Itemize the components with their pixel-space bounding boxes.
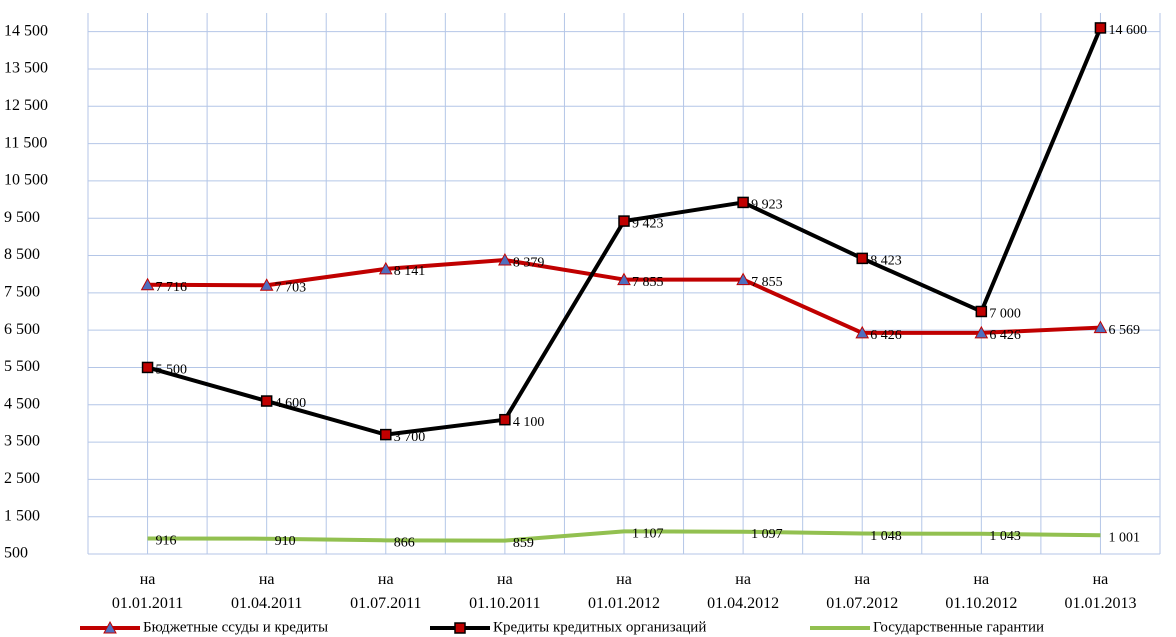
- legend-label: Бюджетные ссуды и кредиты: [143, 619, 328, 635]
- y-tick-label: 8 500: [4, 246, 40, 263]
- y-tick-label: 5 500: [4, 358, 40, 375]
- data-label: 6 569: [1108, 323, 1140, 338]
- legend-label: Кредиты кредитных организаций: [493, 619, 706, 635]
- data-label: 1 048: [870, 529, 902, 544]
- y-tick-label: 13 500: [4, 60, 48, 77]
- marker: [1094, 22, 1107, 34]
- data-label: 9 423: [632, 216, 664, 231]
- data-label: 14 600: [1108, 23, 1147, 38]
- x-tick-label: на 01.04.2012: [707, 571, 780, 612]
- y-tick-label: 1 500: [4, 507, 40, 524]
- x-tick-label: на 01.10.2012: [945, 571, 1018, 612]
- data-label: 7 855: [632, 275, 664, 290]
- y-tick-label: 10 500: [4, 172, 48, 189]
- x-tick-label: на 01.04.2011: [230, 571, 303, 612]
- data-label: 4 100: [513, 415, 545, 430]
- x-tick-label: на 01.01.2013: [1064, 571, 1137, 612]
- marker: [380, 428, 392, 441]
- data-label: 5 500: [156, 363, 188, 378]
- y-tick-label: 6 500: [4, 321, 40, 338]
- series-line: [147, 529, 1101, 543]
- data-label: 9 923: [751, 198, 783, 213]
- data-label: 8 379: [513, 255, 545, 270]
- marker: [975, 305, 988, 318]
- data-label: 4 600: [275, 396, 307, 411]
- data-label: 8 141: [394, 264, 426, 279]
- x-tick-label: на 01.07.2012: [826, 571, 899, 612]
- data-label: 8 423: [870, 254, 902, 269]
- y-tick-label: 500: [4, 545, 28, 562]
- x-tick-label: на 01.01.2011: [111, 571, 184, 612]
- data-label: 859: [513, 536, 534, 551]
- marker: [103, 620, 117, 634]
- y-tick-label: 4 500: [4, 395, 40, 412]
- legend-label: Государственные гарантии: [873, 619, 1044, 635]
- marker: [617, 272, 631, 286]
- y-tick-label: 2 500: [4, 470, 40, 487]
- data-label: 3 700: [394, 430, 426, 445]
- data-label: 916: [156, 534, 177, 549]
- data-label: 7 855: [751, 275, 783, 290]
- x-tick-label: на 01.01.2012: [588, 571, 660, 612]
- data-label: 910: [275, 534, 296, 549]
- data-label: 7 703: [275, 280, 307, 295]
- marker: [260, 395, 273, 407]
- marker: [499, 413, 511, 426]
- data-label: 1 107: [632, 527, 664, 542]
- data-label: 1 097: [751, 527, 783, 542]
- y-tick-label: 7 500: [4, 283, 40, 300]
- y-tick-label: 3 500: [4, 433, 40, 450]
- data-label: 6 426: [870, 328, 902, 343]
- y-tick-label: 9 500: [4, 209, 40, 226]
- marker: [378, 261, 393, 275]
- y-tick-label: 11 500: [4, 134, 47, 151]
- data-label: 7 716: [156, 280, 188, 295]
- y-tick-label: 12 500: [4, 97, 48, 114]
- marker: [140, 277, 155, 291]
- y-tick-label: 14 500: [4, 22, 48, 39]
- x-tick-label: на 01.10.2011: [469, 571, 541, 612]
- data-label: 866: [394, 536, 415, 551]
- marker: [259, 278, 274, 291]
- marker: [855, 325, 870, 339]
- data-label: 1 001: [1108, 531, 1140, 546]
- x-tick-label: на 01.07.2011: [350, 571, 422, 612]
- marker: [974, 325, 989, 339]
- marker: [498, 252, 512, 266]
- data-label: 7 000: [989, 307, 1021, 322]
- marker: [737, 196, 749, 209]
- marker: [856, 252, 868, 265]
- data-label: 6 426: [989, 328, 1021, 343]
- marker: [618, 215, 630, 227]
- marker: [141, 361, 154, 374]
- marker: [736, 272, 750, 286]
- marker: [1093, 320, 1108, 334]
- data-label: 1 043: [989, 529, 1021, 544]
- marker: [454, 622, 466, 634]
